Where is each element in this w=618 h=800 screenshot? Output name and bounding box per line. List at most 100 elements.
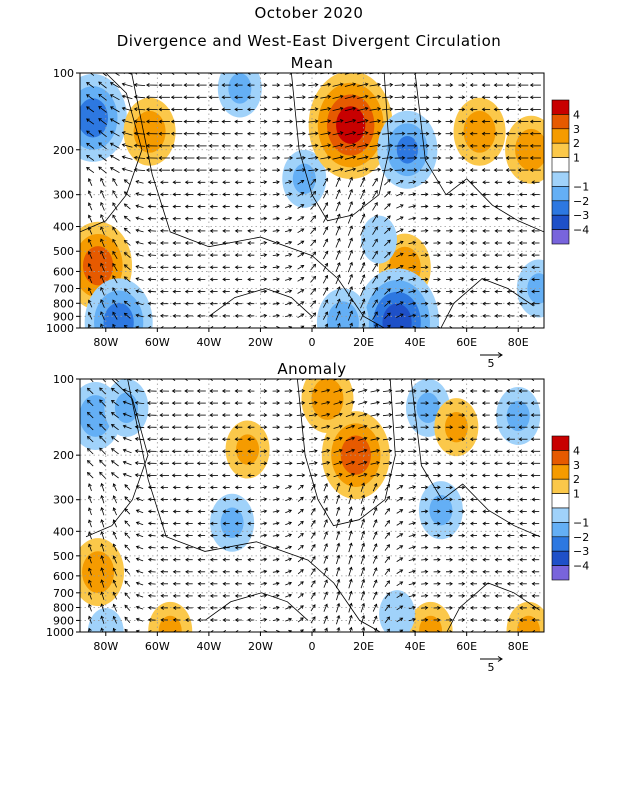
colorbar-swatch — [551, 536, 570, 552]
divergence-contour — [80, 73, 127, 162]
y-tick-label: 700 — [53, 283, 74, 296]
colorbar-label: 4 — [573, 444, 580, 457]
colorbar-label: −2 — [573, 531, 589, 544]
colorbar-swatch — [551, 99, 570, 115]
colorbar-swatch — [551, 186, 570, 202]
colorbar-label: −3 — [573, 209, 589, 222]
divergence-contour — [210, 493, 255, 552]
divergence-contour — [301, 379, 354, 434]
colorbar-swatch — [551, 550, 570, 566]
reference-vector-label: 5 — [488, 357, 495, 370]
x-tick-label: 60E — [456, 640, 477, 653]
x-tick-label: 60W — [145, 336, 170, 349]
colorbar-label: −1 — [573, 516, 589, 529]
colorbar-label: −4 — [573, 560, 589, 573]
colorbar-swatch — [551, 142, 570, 158]
colorbar-swatch — [551, 450, 570, 466]
x-tick-label: 0 — [309, 640, 316, 653]
colorbar-swatch — [551, 478, 570, 494]
colorbar-label: −4 — [573, 224, 589, 237]
colorbar-label: −1 — [573, 180, 589, 193]
divergence-contour — [123, 97, 176, 166]
divergence-contour — [379, 590, 416, 632]
x-tick-label: 80W — [93, 640, 118, 653]
y-tick-label: 500 — [53, 550, 74, 563]
y-tick-label: 900 — [53, 310, 74, 323]
y-tick-label: 300 — [53, 189, 74, 202]
figure-subtitle: Divergence and West-East Divergent Circu… — [117, 32, 502, 50]
mean-panel: Mean 80W 60W 40W 20W 0 20E 40E 60E 80E 100 200 300 40… — [46, 54, 589, 370]
x-tick-label: 40W — [196, 640, 221, 653]
divergence-contour — [434, 398, 479, 457]
divergence-contour — [217, 73, 262, 118]
colorbar-swatch — [551, 493, 570, 509]
x-tick-label: 20W — [248, 336, 273, 349]
y-tick-label: 900 — [53, 614, 74, 627]
divergence-contour — [104, 379, 149, 437]
colorbar-swatch — [551, 214, 570, 230]
y-tick-label: 1000 — [46, 322, 74, 335]
divergence-contour — [418, 481, 463, 540]
colorbar-label: 2 — [573, 137, 580, 150]
divergence-contour — [87, 608, 124, 632]
divergence-contour — [361, 215, 398, 264]
divergence-contour — [505, 115, 544, 184]
divergent-wind-vectors — [86, 379, 541, 632]
x-tick-label: 60E — [456, 336, 477, 349]
divergence-contour — [84, 278, 153, 328]
colorbar-label: 1 — [573, 488, 580, 501]
y-tick-label: 600 — [53, 570, 74, 583]
x-tick-label: 20E — [353, 336, 374, 349]
x-tick-label: 80E — [508, 640, 529, 653]
streamfunction-contours — [85, 379, 541, 632]
x-tick-label: 20W — [248, 640, 273, 653]
x-tick-label: 60W — [145, 640, 170, 653]
colorbar-label: 1 — [573, 152, 580, 165]
colorbar: 4 32 1 −1 −2−3 −4 — [551, 435, 589, 581]
x-tick-label: 40E — [405, 640, 426, 653]
colorbar-swatch — [551, 522, 570, 538]
colorbar-swatch — [551, 229, 570, 245]
reference-vector-label: 5 — [488, 661, 495, 674]
y-tick-label: 600 — [53, 265, 74, 278]
x-tick-label: 80E — [508, 336, 529, 349]
colorbar-label: −3 — [573, 545, 589, 558]
y-tick-label: 1000 — [46, 626, 74, 639]
colorbar-swatch — [551, 114, 570, 130]
colorbar-swatch — [551, 435, 570, 451]
panel-title: Anomaly — [277, 360, 346, 378]
colorbar-label: 2 — [573, 473, 580, 486]
colorbar-label: 4 — [573, 108, 580, 121]
colorbar-label: −2 — [573, 195, 589, 208]
x-tick-label: 80W — [93, 336, 118, 349]
y-tick-label: 400 — [53, 221, 74, 234]
colorbar-swatch — [551, 128, 570, 144]
y-tick-label: 400 — [53, 525, 74, 538]
panel-title: Mean — [291, 54, 334, 72]
reference-vector: 5 — [480, 352, 503, 370]
colorbar-swatch — [551, 507, 570, 523]
x-tick-label: 0 — [309, 336, 316, 349]
divergence-contour — [453, 97, 506, 166]
y-tick-label: 700 — [53, 587, 74, 600]
colorbar-swatch — [551, 200, 570, 216]
divergence-contour — [516, 259, 544, 318]
x-tick-label: 40W — [196, 336, 221, 349]
colorbar: 4 32 1 −1 −2−3 −4 — [551, 99, 589, 245]
y-tick-label: 200 — [53, 144, 74, 157]
y-tick-label: 500 — [53, 245, 74, 258]
y-tick-label: 800 — [53, 601, 74, 614]
figure-title: October 2020 — [255, 4, 364, 22]
colorbar-swatch — [551, 157, 570, 173]
divergent-wind-vectors — [86, 73, 541, 328]
colorbar-swatch — [551, 171, 570, 187]
x-tick-label: 20E — [353, 640, 374, 653]
colorbar-swatch — [551, 565, 570, 581]
y-tick-label: 100 — [53, 373, 74, 386]
colorbar-label: 3 — [573, 459, 580, 472]
anomaly-panel: Anomaly 80W 60W 40W 20W 0 20E 40E 60E 80E 100 200 30… — [46, 360, 589, 674]
divergence-contour — [316, 288, 369, 328]
x-tick-label: 40E — [405, 336, 426, 349]
y-tick-label: 100 — [53, 67, 74, 80]
